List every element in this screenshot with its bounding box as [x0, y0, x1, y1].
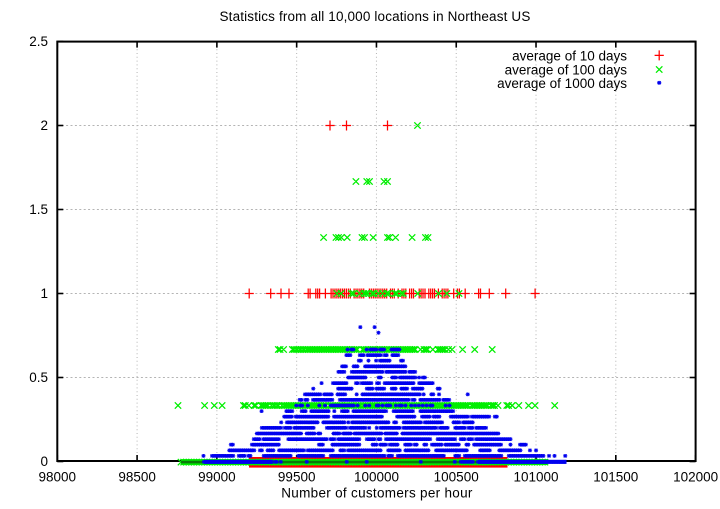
svg-text:1.5: 1.5: [29, 202, 48, 217]
svg-text:101000: 101000: [513, 469, 558, 484]
svg-text:100500: 100500: [434, 469, 479, 484]
svg-text:average of 10 days: average of 10 days: [512, 48, 627, 63]
svg-text:98500: 98500: [118, 469, 156, 484]
svg-text:average of 100 days: average of 100 days: [505, 62, 628, 77]
svg-text:Number of customers per hour: Number of customers per hour: [281, 486, 473, 501]
svg-text:2.5: 2.5: [29, 34, 48, 49]
svg-text:Statistics from all 10,000 loc: Statistics from all 10,000 locations in …: [220, 9, 531, 24]
svg-text:0: 0: [40, 454, 48, 469]
svg-text:98000: 98000: [39, 469, 77, 484]
svg-text:average of 1000 days: average of 1000 days: [497, 76, 627, 91]
svg-text:99000: 99000: [198, 469, 236, 484]
svg-text:2: 2: [40, 118, 48, 133]
svg-text:1: 1: [40, 286, 48, 301]
svg-text:0.5: 0.5: [29, 370, 48, 385]
svg-text:99500: 99500: [278, 469, 316, 484]
svg-text:102000: 102000: [673, 469, 718, 484]
svg-text:100000: 100000: [354, 469, 399, 484]
svg-text:101500: 101500: [593, 469, 638, 484]
